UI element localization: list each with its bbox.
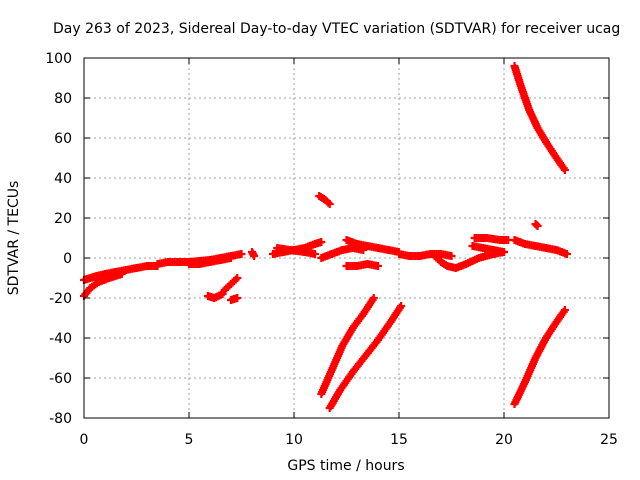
series-21 [325,302,406,412]
series-18 [531,220,542,230]
x-tick-label: 5 [185,432,194,448]
data-point [563,250,571,258]
x-tick-label: 25 [600,432,618,448]
y-tick-label: 20 [54,211,72,227]
data-point [233,274,242,282]
data-point [227,254,235,262]
series-11 [342,260,382,270]
y-tick-label: -80 [49,411,72,427]
series-15 [470,234,513,244]
data-point [397,302,406,310]
series-19 [510,306,569,408]
series-8 [315,192,334,208]
series-24 [227,294,242,304]
series-4 [185,254,235,268]
data-point [237,250,246,258]
x-tick-labels: 0 5 10 15 20 25 [80,432,618,448]
x-tick-label: 20 [495,432,513,448]
data-point [560,306,569,314]
plot-frame [83,57,610,419]
series-14 [468,242,508,256]
y-tick-label: -20 [49,291,72,307]
data-point [324,198,333,207]
series-17 [510,62,569,174]
y-tick-label: 80 [54,91,72,107]
data-point [560,166,569,174]
series-23 [220,274,242,294]
data-point [317,238,326,246]
series-5 [248,248,259,260]
x-tick-label: 0 [80,432,89,448]
axis-ticks [83,57,610,419]
y-tick-label: 0 [63,251,72,267]
x-tick-label: 15 [390,432,408,448]
data-point [374,262,382,270]
y-tick-labels: -80 -60 -40 -20 0 20 40 60 80 100 [45,51,72,427]
data-point [325,200,334,208]
y-axis-title: SDTVAR / TECUs [6,181,22,296]
data-point [533,222,542,230]
data-point [311,250,319,258]
series-12 [395,250,456,260]
series-7 [273,244,319,258]
data-point [500,248,508,256]
series-20 [317,294,378,398]
y-tick-label: 60 [54,131,72,147]
series-22 [203,290,227,302]
y-tick-label: 100 [45,51,72,67]
data-point [233,294,242,302]
data-point [447,252,456,260]
series-10 [342,236,403,256]
data-point [250,252,259,260]
y-tick-label: -40 [49,331,72,347]
chart-title: Day 263 of 2023, Sidereal Day-to-day VTE… [53,21,620,37]
data-point [369,294,378,302]
series-9 [317,244,368,262]
data-point [117,270,126,278]
y-tick-label: -60 [49,371,72,387]
y-tick-label: 40 [54,171,72,187]
series-16 [510,236,571,258]
x-axis-title: GPS time / hours [287,458,404,474]
data-points [80,62,571,412]
x-tick-label: 10 [285,432,303,448]
